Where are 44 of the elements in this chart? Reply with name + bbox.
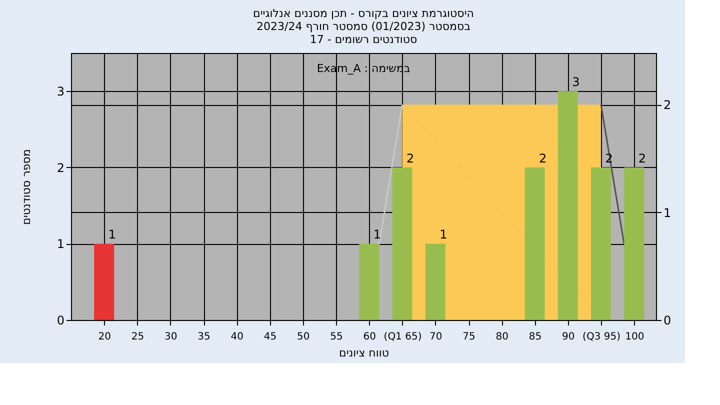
data-label: 2 [406,151,414,166]
bar [591,167,612,320]
data-label: 3 [572,75,580,90]
bar [624,167,644,320]
bar [94,244,114,320]
x-tick-label: 90 [562,332,575,342]
y2-tick-label: 0 [664,314,672,328]
bar [392,167,412,320]
x-tick-label: 25 [131,332,144,342]
x-tick-label: (Q1 65) [384,332,422,342]
y-tick-label: 1 [56,237,64,252]
y2-tick-label: 1 [664,206,672,220]
text: בסמסטר (01/2023) סמסטר חורף 2023/24 [256,20,470,33]
data-label: 2 [538,151,547,166]
x-tick-label: 75 [462,332,476,342]
data-label: 1 [440,228,448,242]
x-tick-label: 45 [264,332,277,342]
data-label: 1 [373,228,381,242]
x-tick-label: 50 [297,332,310,342]
x-tick-label: 20 [98,332,111,342]
y-tick-label: 2 [56,160,64,175]
text: היסטוגרמת ציונים בקורס - תכן מסננים אנלוגיים [253,7,474,20]
x-tick-label: (Q3 95) [582,332,621,342]
x-tick-label: 80 [496,332,508,342]
x-tick-label: 100 [625,332,644,342]
x-tick-label: 55 [330,332,343,342]
x-tick-label: 35 [198,332,210,342]
bar [425,244,446,320]
data-label: 2 [638,151,646,166]
bar [524,167,545,320]
text: סטודנטים רשומים - 17 [310,33,418,46]
x-axis-title: טווח ציונים [339,346,389,360]
y-tick-label: 3 [56,84,64,99]
x-tick-label: 40 [230,332,244,342]
x-tick-label: 85 [528,332,542,342]
x-tick-label: 70 [430,332,442,342]
y-tick-label: 0 [56,314,64,328]
y-axis-title: מספר סטודנטים [20,149,33,225]
bar [359,244,380,320]
x-tick-label: 30 [164,332,178,342]
y2-tick-label: 2 [664,98,672,112]
x-tick-label: 60 [363,332,376,342]
bar [558,91,578,320]
data-label: 1 [108,228,116,242]
